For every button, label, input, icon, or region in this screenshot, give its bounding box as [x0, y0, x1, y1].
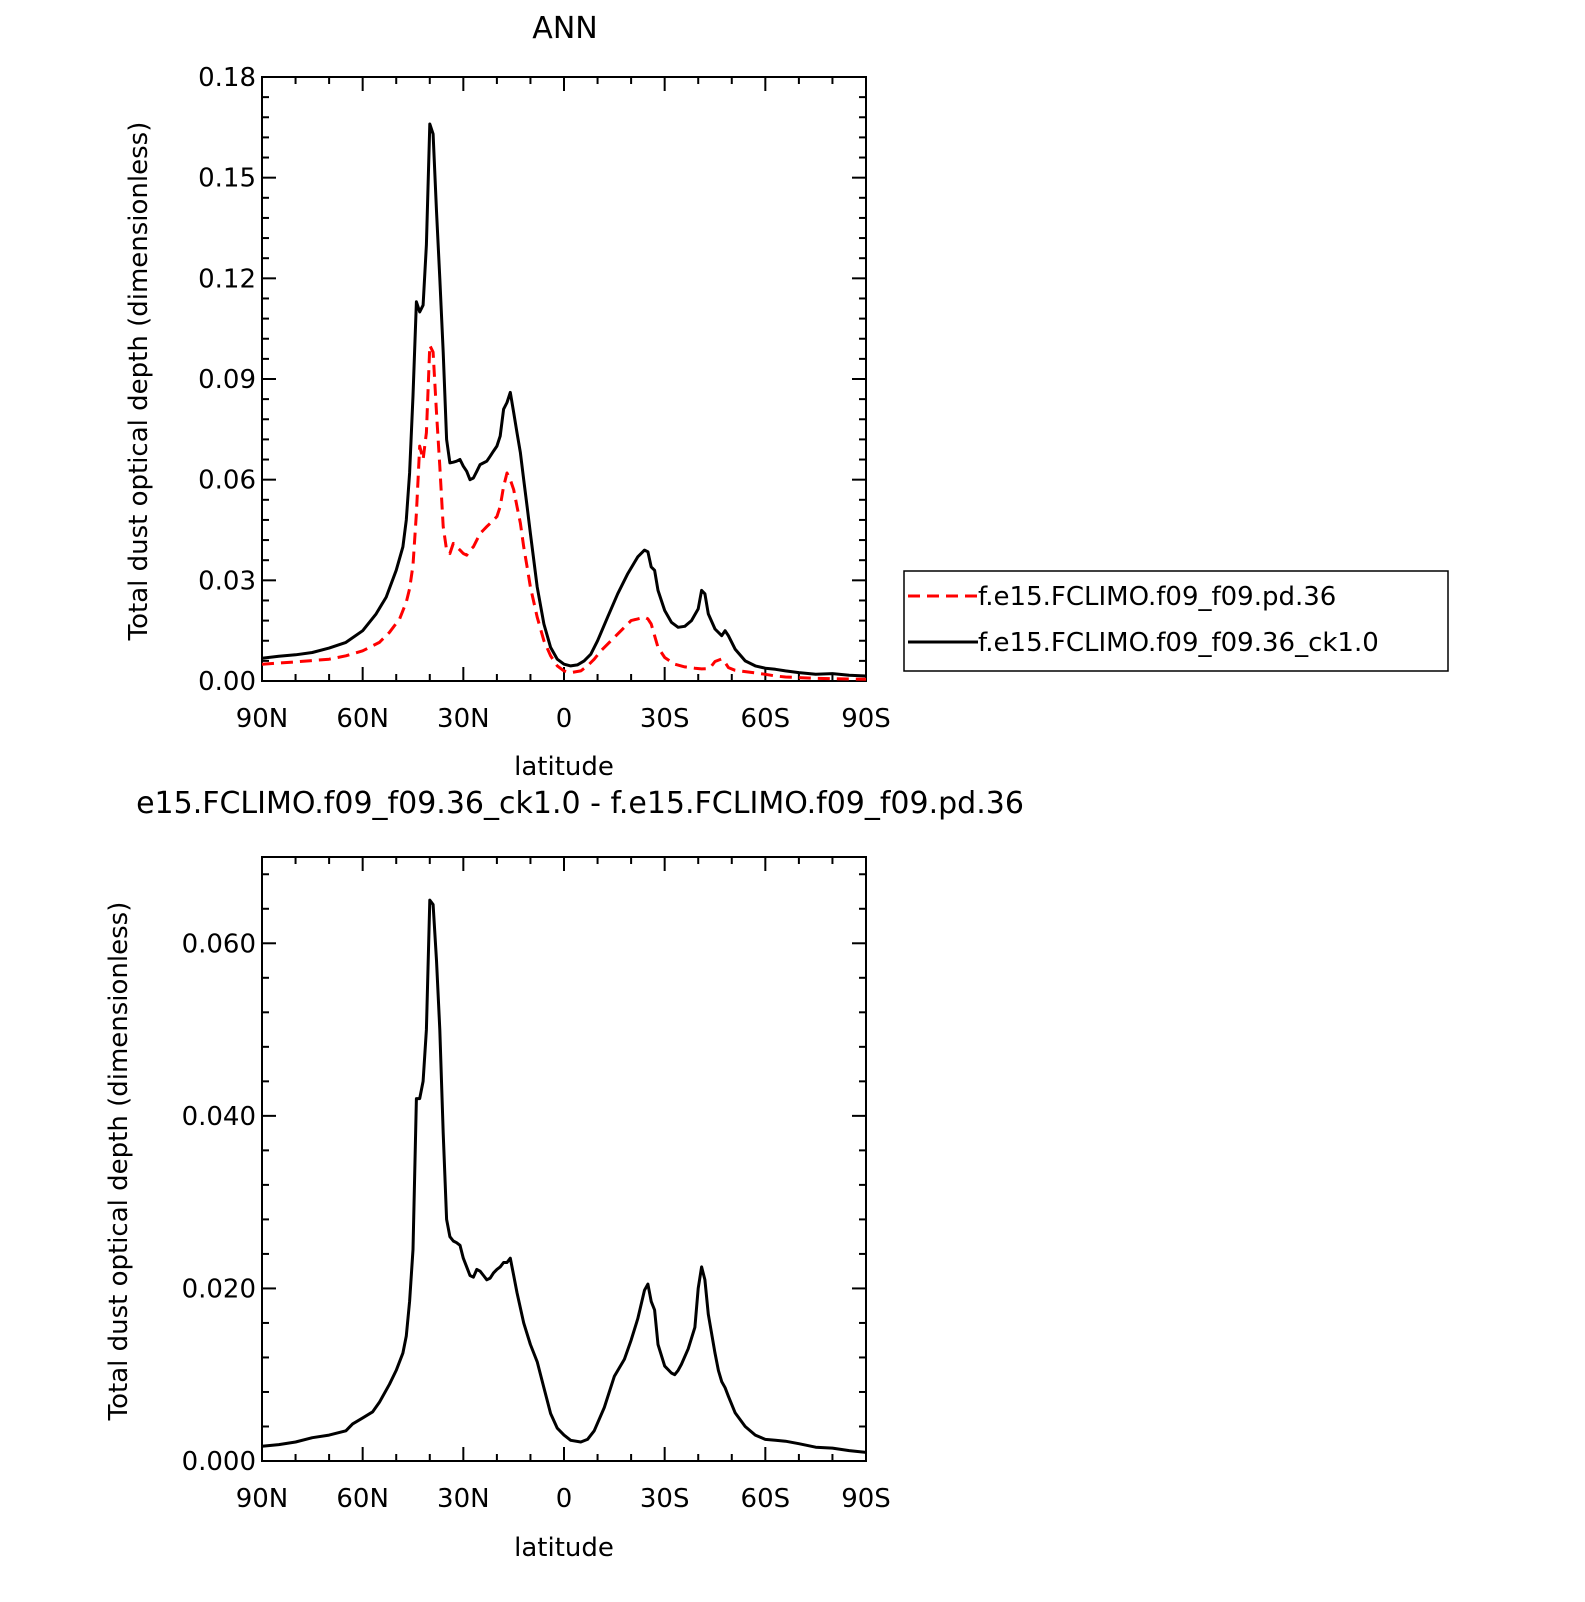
- top-xtick-label: 90N: [236, 704, 289, 734]
- bottom-ytick-label: 0.000: [182, 1447, 256, 1477]
- bottom-xtick-label: 60S: [741, 1484, 791, 1514]
- bottom-xtick-label: 30S: [640, 1484, 690, 1514]
- legend-box: [903, 570, 1449, 672]
- top-xtick-label: 30N: [437, 704, 490, 734]
- top-xtick-label: 90S: [841, 704, 891, 734]
- top-xtick-label: 30S: [640, 704, 690, 734]
- top-x-axis-label: latitude: [514, 752, 614, 782]
- bottom-x-axis-label: latitude: [514, 1533, 614, 1563]
- top-panel: ANN 0.00 0.03 0.06 0.09 0.12 0.15 0.18 90N 60N 3…: [124, 11, 891, 782]
- bottom-xtick-label: 0: [556, 1484, 573, 1514]
- bottom-y-ticks: 0.000 0.020 0.040 0.060: [182, 873, 866, 1477]
- bottom-xtick-label: 90N: [236, 1484, 289, 1514]
- top-y-axis-label: Total dust optical depth (dimensionless): [124, 122, 154, 642]
- bottom-xtick-label: 30N: [437, 1484, 490, 1514]
- top-xtick-label: 60N: [336, 704, 389, 734]
- top-ytick-label: 0.15: [198, 164, 256, 194]
- bottom-ytick-label: 0.020: [182, 1274, 256, 1304]
- bottom-series-group: [261, 898, 867, 1454]
- top-ytick-label: 0.18: [198, 63, 256, 93]
- bottom-panel-title: e15.FCLIMO.f09_f09.36_ck1.0 - f.e15.FCLI…: [136, 786, 1024, 821]
- top-ytick-label: 0.12: [198, 264, 256, 294]
- top-x-ticks: 90N 60N 30N 0 30S 60S 90S: [236, 77, 891, 734]
- legend-label-pd36: f.e15.FCLIMO.f09_f09.pd.36: [978, 582, 1336, 612]
- top-xtick-label: 0: [556, 704, 573, 734]
- top-plot-frame: [261, 76, 867, 682]
- bottom-ytick-label: 0.040: [182, 1102, 256, 1132]
- top-xtick-label: 60S: [741, 704, 791, 734]
- top-ytick-label: 0.09: [198, 365, 256, 395]
- top-series-group: [261, 122, 867, 681]
- top-ytick-label: 0.03: [198, 566, 256, 596]
- legend: f.e15.FCLIMO.f09_f09.pd.36 f.e15.FCLIMO.…: [903, 570, 1449, 672]
- top-ytick-label: 0.00: [198, 667, 256, 697]
- bottom-xtick-label: 60N: [336, 1484, 389, 1514]
- bottom-panel: e15.FCLIMO.f09_f09.36_ck1.0 - f.e15.FCLI…: [104, 786, 1024, 1563]
- bottom-x-ticks: 90N 60N 30N 0 30S 60S 90S: [236, 857, 891, 1514]
- top-series-line-1: [261, 122, 867, 678]
- legend-label-ck10: f.e15.FCLIMO.f09_f09.36_ck1.0: [978, 628, 1379, 658]
- bottom-series-line-0: [261, 898, 867, 1454]
- top-y-ticks: 0.00 0.03 0.06 0.09 0.12 0.15 0.18: [198, 63, 866, 697]
- bottom-xtick-label: 90S: [841, 1484, 891, 1514]
- bottom-ytick-label: 0.060: [182, 929, 256, 959]
- top-series-line-0: [261, 343, 867, 681]
- bottom-y-axis-label: Total dust optical depth (dimensionless): [104, 902, 134, 1422]
- top-panel-title: ANN: [532, 11, 597, 46]
- top-ytick-label: 0.06: [198, 466, 256, 496]
- bottom-plot-frame: [261, 856, 867, 1462]
